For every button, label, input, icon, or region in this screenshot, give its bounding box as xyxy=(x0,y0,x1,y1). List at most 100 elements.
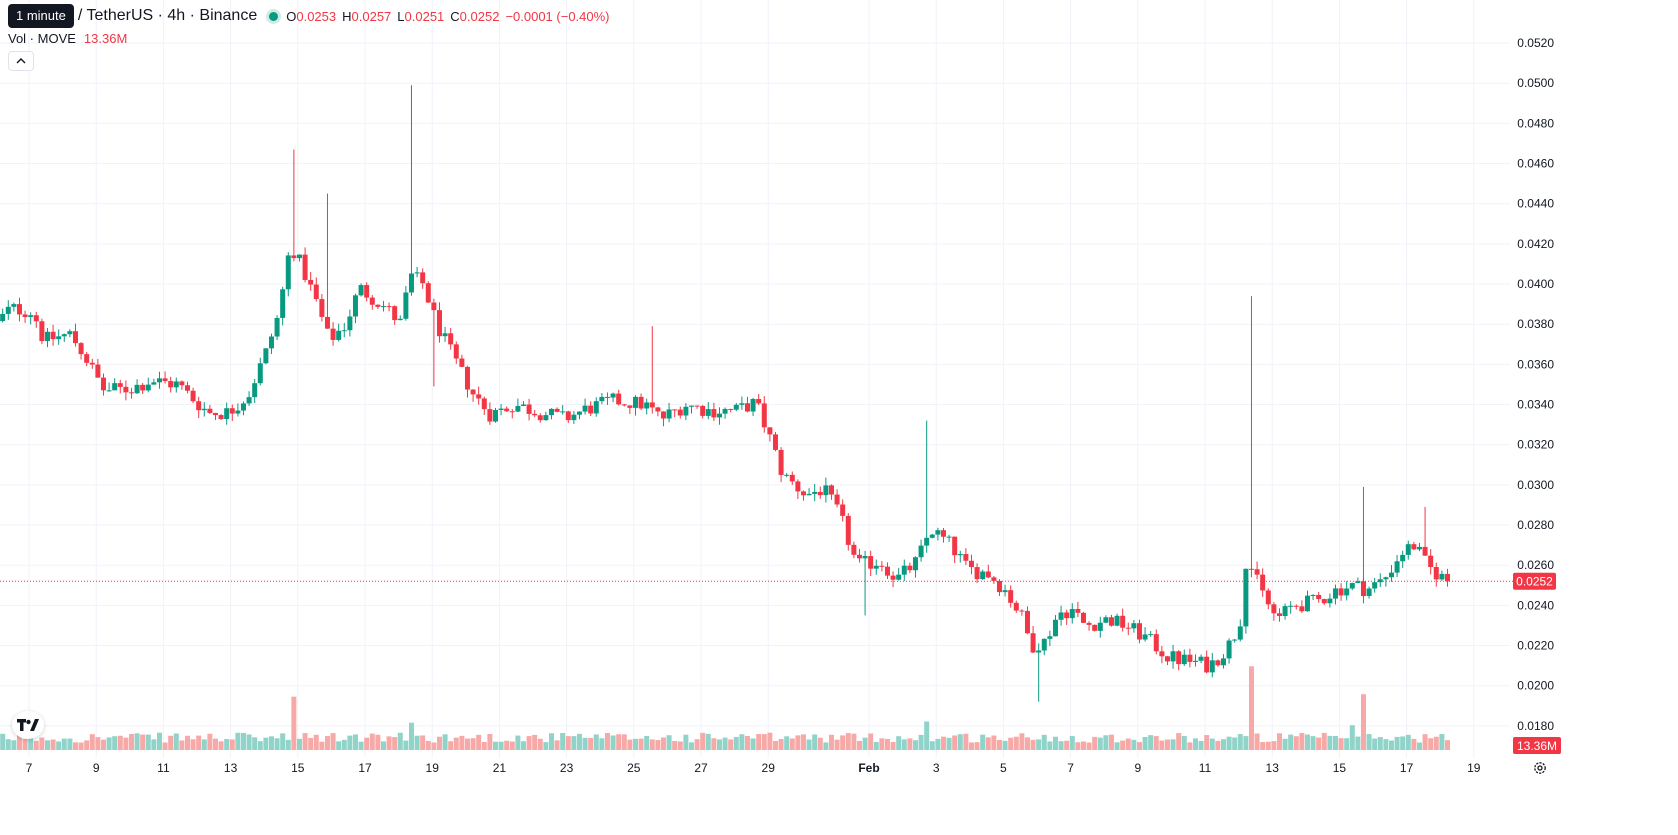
volume-bar xyxy=(744,735,750,750)
volume-bar xyxy=(991,735,997,750)
gear-icon[interactable] xyxy=(1530,758,1550,778)
last-price-label: 0.0252 xyxy=(1513,572,1556,590)
volume-legend[interactable]: Vol · MOVE 13.36M xyxy=(8,31,127,46)
candle xyxy=(935,527,941,541)
candle-body xyxy=(1355,581,1361,584)
candle xyxy=(296,254,302,262)
market-status-icon[interactable] xyxy=(269,11,279,21)
candle xyxy=(991,576,997,585)
candle xyxy=(784,473,790,478)
volume-bar xyxy=(996,740,1002,750)
volume-bar xyxy=(481,741,487,750)
collapse-legend-button[interactable] xyxy=(8,51,34,71)
volume-bar xyxy=(207,733,213,750)
candle xyxy=(1372,577,1378,593)
candle-body xyxy=(1254,569,1260,575)
candle xyxy=(504,406,510,412)
volume-bar xyxy=(341,739,347,750)
candle xyxy=(123,380,129,401)
candle xyxy=(420,268,426,289)
candle xyxy=(632,395,638,416)
volume-bar xyxy=(1153,736,1159,750)
candle-body xyxy=(1153,634,1159,652)
candle xyxy=(789,471,795,485)
candle-body xyxy=(173,381,179,388)
candle xyxy=(84,351,90,367)
candle xyxy=(156,371,162,389)
candle-body xyxy=(795,481,801,492)
tradingview-logo-icon[interactable] xyxy=(12,711,44,739)
last-price-badge xyxy=(1513,572,1556,590)
volume-bar xyxy=(1064,740,1070,750)
candle-body xyxy=(1131,623,1137,629)
time-tick-label: 11 xyxy=(157,761,170,775)
candle xyxy=(302,247,308,283)
candle-body xyxy=(156,378,162,383)
candle-body xyxy=(414,272,420,274)
candle xyxy=(571,411,577,424)
volume-bar xyxy=(1439,734,1445,750)
candle xyxy=(425,281,431,303)
candle-body xyxy=(95,364,101,378)
time-tick-label: 19 xyxy=(426,761,440,775)
candle xyxy=(16,297,22,322)
candle xyxy=(1086,621,1092,631)
symbol-title[interactable]: / TetherUS · 4h · Binance xyxy=(77,7,258,24)
candle-body xyxy=(1377,579,1383,583)
candle xyxy=(946,534,952,542)
candle-body xyxy=(84,354,90,363)
candlesticks xyxy=(0,85,1450,702)
candle xyxy=(1103,615,1109,624)
volume-bar xyxy=(67,738,73,750)
candle xyxy=(722,407,728,419)
candle xyxy=(1360,486,1366,604)
volume-bar xyxy=(291,696,297,750)
volume-bar xyxy=(1338,738,1344,750)
candle xyxy=(207,404,213,415)
candle-body xyxy=(705,409,711,416)
candle-body xyxy=(280,289,286,318)
candle xyxy=(599,393,605,405)
candle-body xyxy=(302,254,308,280)
candle-body xyxy=(1176,651,1182,665)
volume-bar xyxy=(800,734,806,750)
volume-bar xyxy=(705,733,711,750)
volume-bar xyxy=(128,734,134,750)
candle xyxy=(1064,609,1070,625)
candle-body xyxy=(319,299,325,317)
candle-body xyxy=(716,413,722,418)
candle-body xyxy=(33,315,39,322)
volume-bar xyxy=(84,740,90,750)
time-tick-label: 13 xyxy=(224,761,238,775)
candle xyxy=(1383,576,1389,587)
candle-body xyxy=(78,343,84,355)
candle-body xyxy=(72,331,78,344)
candle-body xyxy=(1187,654,1193,662)
candle xyxy=(235,403,241,417)
candle xyxy=(1220,654,1226,669)
volume-bar xyxy=(1276,733,1282,750)
volume-bar xyxy=(392,737,398,750)
candle xyxy=(128,387,134,399)
candle-body xyxy=(532,413,538,416)
candle xyxy=(1394,554,1400,578)
candle xyxy=(1288,601,1294,614)
candle xyxy=(1092,624,1098,632)
candle-body xyxy=(739,403,745,405)
candle xyxy=(201,402,207,417)
volume-bar xyxy=(655,739,661,750)
candle xyxy=(1008,585,1014,608)
candle-body xyxy=(1120,615,1126,628)
volume-bar xyxy=(912,740,918,750)
candle-body xyxy=(487,409,493,422)
candle-body xyxy=(44,331,50,342)
candle xyxy=(0,308,6,323)
candle-body xyxy=(375,304,381,307)
candle-body xyxy=(420,272,426,284)
candle-body xyxy=(812,491,818,494)
volume-bar xyxy=(980,734,986,750)
candle-body xyxy=(212,412,218,416)
volume-bar xyxy=(1092,736,1098,750)
volume-bar xyxy=(414,735,420,750)
